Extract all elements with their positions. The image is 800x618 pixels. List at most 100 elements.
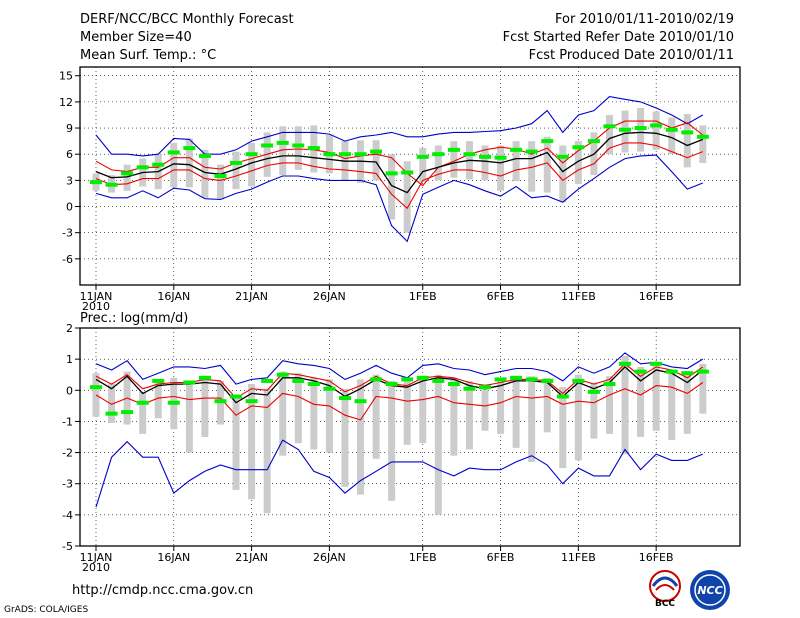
- member-size-label: Member Size=40: [80, 30, 192, 45]
- panel1-median-marker: [105, 182, 118, 187]
- panel2-median-marker: [183, 380, 196, 385]
- panel2-range-box: [512, 376, 520, 448]
- panel1-range-box: [216, 164, 224, 200]
- panel1-range-box: [481, 145, 489, 181]
- bcc-logo-arc: [651, 576, 679, 587]
- panel2-range-box: [248, 384, 256, 500]
- panel1-range-box: [201, 149, 209, 198]
- panel1-range-box: [574, 141, 582, 184]
- panel2-median-marker: [230, 394, 243, 399]
- panel2-median-marker: [354, 399, 367, 404]
- panel2-median-marker: [696, 369, 709, 374]
- panel2-median-marker: [494, 377, 507, 382]
- panel1-lower-line: [95, 142, 704, 210]
- panel2-median-marker: [307, 382, 320, 387]
- panel1-range-box: [559, 145, 567, 203]
- panel1-median-marker: [494, 155, 507, 160]
- panel1-ytick-label: -6: [62, 253, 73, 266]
- panel2-range-box: [388, 380, 396, 501]
- panel2-range-box: [357, 379, 365, 495]
- panel2-range-box: [372, 374, 380, 459]
- panel2-range-box: [403, 380, 411, 445]
- panel2-range-box: [652, 363, 660, 431]
- panel1-range-box: [528, 141, 536, 192]
- panel2-ytick-label: 2: [66, 322, 73, 335]
- panel1-xtick-label: 6FEB: [487, 290, 515, 303]
- variable-label: Mean Surf. Temp.: °C: [80, 48, 217, 63]
- panel1-year-label: 2010: [82, 300, 110, 313]
- bcc-logo-text: BCC: [655, 599, 675, 608]
- ncc-logo: NCC: [690, 570, 730, 610]
- panel1-median-marker: [696, 134, 709, 139]
- panel1-median-marker: [603, 124, 616, 129]
- panel2-median-marker: [665, 369, 678, 374]
- precip-panel-title: Prec.: log(mm/d): [80, 311, 189, 326]
- ncc-logo-text: NCC: [697, 584, 722, 597]
- panel1-range-box: [512, 141, 520, 182]
- source-url[interactable]: http://cmdp.ncc.cma.gov.cn: [72, 583, 254, 598]
- panel1-range-box: [652, 111, 660, 150]
- panel1-range-box: [497, 145, 505, 191]
- panel1-median-marker: [370, 149, 383, 154]
- panel1-median-marker: [447, 147, 460, 152]
- panel2-range-box: [637, 366, 645, 437]
- panel2-range-box: [263, 388, 271, 514]
- panel2-range-box: [341, 388, 349, 487]
- panel2-median-marker: [603, 382, 616, 387]
- panel1-xtick-label: 21JAN: [235, 290, 268, 303]
- panel2-median-marker: [556, 394, 569, 399]
- panel1-range-box: [419, 148, 427, 183]
- panel1-median-marker: [230, 160, 243, 165]
- panel1-median-marker: [416, 154, 429, 159]
- panel2-xtick-label: 11FEB: [561, 551, 596, 564]
- panel1-median-marker: [198, 153, 211, 158]
- panel2-range-box: [279, 371, 287, 456]
- panel2-lower-line: [95, 382, 704, 421]
- panel2-median-marker: [619, 361, 632, 366]
- grads-credit: GrADS: COLA/IGES: [4, 605, 89, 615]
- panel1-ytick-label: 15: [59, 70, 73, 83]
- panel2-range-box: [310, 377, 318, 450]
- panel2-median-marker: [370, 377, 383, 382]
- panel1-median-marker: [276, 140, 289, 145]
- panel2-range-box: [450, 377, 458, 456]
- panel1-median-marker: [338, 152, 351, 157]
- panel2-range-box: [699, 363, 707, 414]
- panel1-median-marker: [525, 149, 538, 154]
- panel2-range-box: [92, 373, 100, 417]
- panel1-range-box: [668, 117, 676, 155]
- panel2-median-marker: [432, 378, 445, 383]
- panel2-range-box: [139, 391, 147, 434]
- panel1-xtick-label: 16FEB: [639, 290, 674, 303]
- panel1-median-marker: [90, 180, 102, 185]
- panel2-median-marker: [401, 377, 414, 382]
- panel2-median-marker: [198, 375, 211, 380]
- panel2-median-marker: [292, 378, 305, 383]
- panel1-median-marker: [183, 146, 196, 151]
- panel1-median-marker: [323, 152, 336, 157]
- panel2-median-marker: [479, 385, 491, 390]
- panel2-median-marker: [416, 375, 429, 380]
- panel2-xtick-label: 1FEB: [409, 551, 437, 564]
- panel2-max-line: [95, 352, 704, 385]
- panel2-xtick-label: 26JAN: [313, 551, 346, 564]
- forecast-produced-date: Fcst Produced Date 2010/01/11: [528, 48, 734, 63]
- panel2-xtick-label: 21JAN: [235, 551, 268, 564]
- panel2-median-marker: [105, 411, 118, 416]
- ncc-logo-ring: [694, 574, 726, 606]
- panel1-range-box: [450, 141, 458, 178]
- panel1-range-box: [403, 161, 411, 233]
- panel1-mean-line: [95, 131, 704, 194]
- panel2-range-box: [543, 377, 551, 433]
- panel2-range-box: [419, 376, 427, 444]
- bcc-logo-wave: [655, 584, 675, 591]
- chart-title: DERF/NCC/BCC Monthly Forecast: [80, 12, 294, 27]
- panel2-range-box: [465, 380, 473, 450]
- panel2-median-marker: [541, 378, 554, 383]
- panel1-median-marker: [681, 130, 694, 135]
- panel2-range-box: [683, 371, 691, 434]
- panel2-xtick-label: 11JAN: [80, 551, 113, 564]
- panel2-min-line: [95, 439, 704, 508]
- panel1-xtick-label: 11JAN: [80, 290, 113, 303]
- panel2-median-marker: [338, 396, 351, 401]
